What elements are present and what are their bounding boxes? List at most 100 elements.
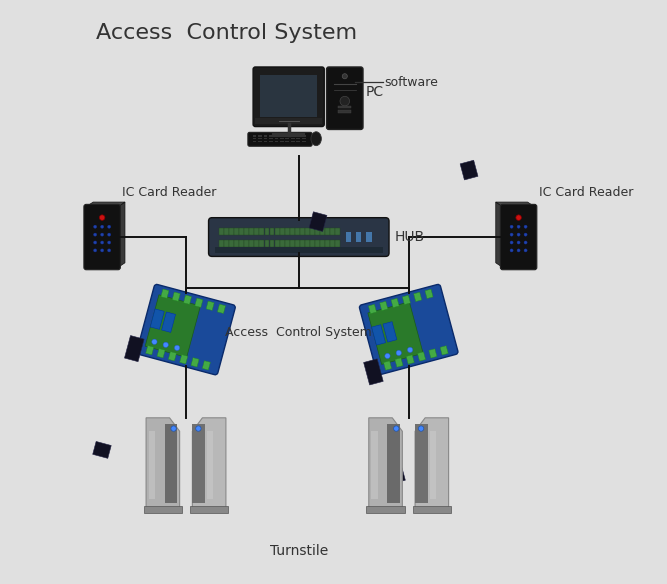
- Bar: [336, 228, 340, 235]
- Circle shape: [510, 249, 513, 252]
- Circle shape: [516, 215, 522, 220]
- Bar: [372, 431, 378, 499]
- Bar: [258, 138, 261, 140]
- Polygon shape: [86, 202, 125, 207]
- FancyBboxPatch shape: [84, 204, 120, 270]
- Bar: [145, 295, 200, 357]
- Bar: [368, 302, 423, 364]
- Circle shape: [174, 345, 179, 350]
- Bar: [269, 138, 273, 140]
- Bar: [259, 228, 264, 235]
- Bar: [320, 228, 325, 235]
- Circle shape: [99, 215, 105, 220]
- Circle shape: [171, 426, 176, 431]
- Circle shape: [93, 241, 97, 244]
- Bar: [460, 160, 478, 180]
- FancyBboxPatch shape: [500, 204, 537, 270]
- Bar: [249, 228, 254, 235]
- Bar: [161, 289, 169, 298]
- Bar: [406, 355, 414, 364]
- Text: Access  Control System: Access Control System: [225, 326, 372, 339]
- Bar: [279, 240, 285, 247]
- Bar: [224, 228, 229, 235]
- Bar: [295, 240, 299, 247]
- Bar: [275, 240, 279, 247]
- Bar: [330, 240, 336, 247]
- Bar: [388, 424, 400, 503]
- Circle shape: [385, 353, 390, 359]
- Text: IC Card Reader: IC Card Reader: [122, 186, 217, 200]
- Bar: [207, 431, 213, 499]
- Bar: [265, 240, 269, 247]
- Bar: [253, 141, 256, 142]
- Bar: [144, 506, 182, 513]
- Bar: [366, 232, 372, 242]
- Bar: [285, 141, 289, 142]
- Bar: [346, 232, 351, 242]
- FancyBboxPatch shape: [209, 218, 389, 256]
- Polygon shape: [192, 418, 226, 507]
- Circle shape: [93, 249, 97, 252]
- Bar: [296, 141, 300, 142]
- Circle shape: [101, 249, 103, 252]
- Circle shape: [93, 225, 97, 228]
- Bar: [296, 138, 300, 140]
- Bar: [305, 228, 310, 235]
- Circle shape: [517, 241, 520, 244]
- Bar: [325, 228, 330, 235]
- Bar: [302, 138, 305, 140]
- Circle shape: [524, 233, 527, 236]
- Bar: [368, 304, 376, 314]
- Circle shape: [152, 339, 157, 345]
- Bar: [219, 240, 224, 247]
- Bar: [275, 141, 278, 142]
- Bar: [149, 431, 155, 499]
- Bar: [253, 135, 256, 137]
- Bar: [415, 424, 428, 503]
- FancyBboxPatch shape: [253, 67, 324, 127]
- Bar: [310, 240, 315, 247]
- Circle shape: [195, 426, 201, 431]
- Text: PC: PC: [366, 85, 384, 99]
- Bar: [325, 240, 330, 247]
- Bar: [202, 361, 210, 370]
- Polygon shape: [146, 418, 179, 507]
- Bar: [280, 138, 283, 140]
- Circle shape: [163, 342, 168, 347]
- Circle shape: [342, 74, 348, 79]
- Bar: [260, 75, 317, 117]
- Bar: [190, 506, 228, 513]
- Text: Access  Control System: Access Control System: [96, 23, 358, 43]
- Bar: [258, 141, 261, 142]
- Bar: [93, 442, 111, 458]
- Circle shape: [517, 249, 520, 252]
- Bar: [302, 141, 305, 142]
- Circle shape: [510, 233, 513, 236]
- Bar: [234, 240, 239, 247]
- Bar: [414, 292, 422, 301]
- Bar: [229, 228, 234, 235]
- Bar: [380, 301, 388, 311]
- Bar: [440, 346, 448, 355]
- Text: software: software: [384, 75, 438, 89]
- Bar: [290, 228, 295, 235]
- Circle shape: [517, 225, 520, 228]
- Bar: [338, 106, 351, 108]
- Bar: [168, 352, 177, 361]
- Bar: [269, 135, 273, 137]
- Circle shape: [93, 233, 97, 236]
- Bar: [258, 135, 261, 137]
- Bar: [254, 240, 259, 247]
- Bar: [244, 228, 249, 235]
- FancyBboxPatch shape: [248, 133, 312, 146]
- Text: IC Card Reader: IC Card Reader: [539, 186, 633, 200]
- Bar: [239, 240, 244, 247]
- Bar: [234, 228, 239, 235]
- Bar: [366, 506, 405, 513]
- Polygon shape: [369, 418, 402, 507]
- Circle shape: [396, 350, 402, 356]
- Bar: [253, 138, 256, 140]
- Bar: [315, 228, 320, 235]
- Bar: [255, 118, 322, 124]
- Bar: [275, 228, 279, 235]
